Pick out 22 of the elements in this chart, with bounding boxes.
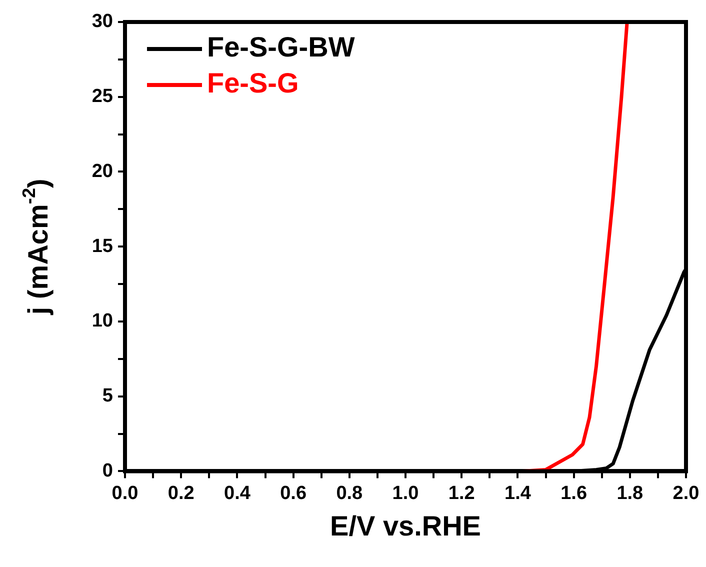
y-tick-label: 15 xyxy=(92,236,114,257)
y-tick-label: 30 xyxy=(92,11,113,32)
x-tick-label: 2.0 xyxy=(672,482,700,504)
x-tick-label: 0.6 xyxy=(280,482,307,504)
y-tick-label: 10 xyxy=(92,310,113,332)
y-tick-label: 5 xyxy=(102,386,114,407)
x-tick-label: 0.8 xyxy=(336,482,363,504)
x-tick-label: 1.4 xyxy=(504,482,532,504)
x-tick-label: 1.0 xyxy=(392,482,419,504)
legend-label: Fe-S-G xyxy=(207,68,299,99)
x-tick-label: 1.6 xyxy=(560,482,588,504)
y-tick-label: 0 xyxy=(102,460,113,482)
y-tick-label: 20 xyxy=(92,160,113,182)
x-tick-label: 1.2 xyxy=(448,482,475,504)
x-tick-label: 0.4 xyxy=(224,482,251,504)
x-tick-label: 0.0 xyxy=(112,482,138,504)
legend-label: Fe-S-G-BW xyxy=(207,32,356,63)
y-axis-title: j (mAcm-2) xyxy=(19,178,54,316)
x-tick-label: 0.2 xyxy=(168,482,194,504)
x-axis-title: E/V vs.RHE xyxy=(330,510,481,542)
y-tick-label: 25 xyxy=(92,86,114,108)
x-tick-label: 1.8 xyxy=(616,482,644,504)
